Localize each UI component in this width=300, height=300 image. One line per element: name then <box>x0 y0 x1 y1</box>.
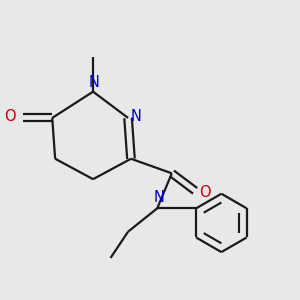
Text: O: O <box>200 185 211 200</box>
Text: N: N <box>131 109 142 124</box>
Text: N: N <box>89 75 100 90</box>
Text: N: N <box>153 190 164 206</box>
Text: O: O <box>4 109 16 124</box>
